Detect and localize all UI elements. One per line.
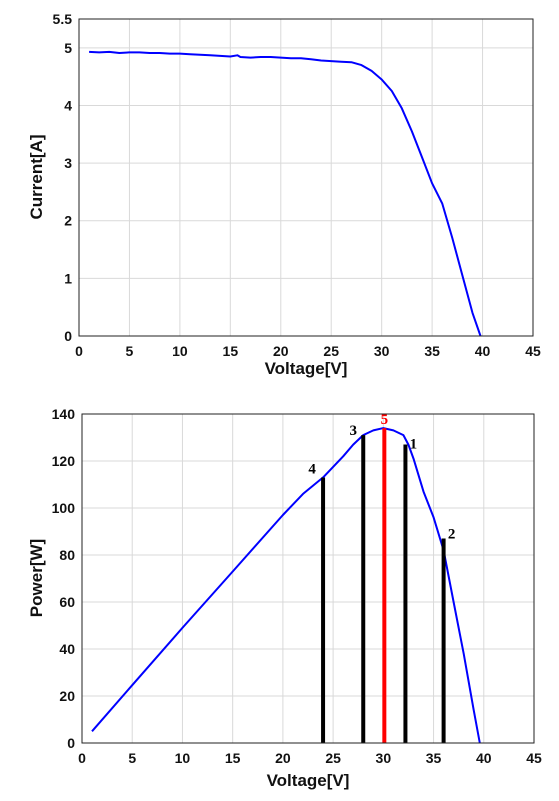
pv-x-tick-label: 5 bbox=[128, 750, 136, 766]
pv-x-tick-label: 15 bbox=[225, 750, 241, 766]
iv-x-tick-label: 15 bbox=[223, 343, 239, 359]
iv-y-tick-label: 5.5 bbox=[53, 11, 73, 27]
pv-marker-label-5: 5 bbox=[381, 412, 389, 428]
pv-x-ticks: 0 5 10 15 20 25 30 35 40 45 bbox=[78, 750, 542, 766]
iv-plot-frame bbox=[78, 18, 534, 337]
iv-y-tick-label: 5 bbox=[64, 40, 72, 56]
pv-y-tick-label: 140 bbox=[52, 406, 76, 422]
iv-y-tick-label: 0 bbox=[64, 328, 72, 344]
iv-series-line bbox=[89, 50, 482, 337]
iv-x-tick-label: 35 bbox=[424, 343, 440, 359]
iv-x-tick-label: 20 bbox=[273, 343, 289, 359]
pv-y-ticks: 0 20 40 60 80 100 120 140 bbox=[52, 406, 76, 751]
iv-y-tick-label: 2 bbox=[64, 213, 72, 229]
pv-y-tick-label: 0 bbox=[67, 735, 75, 751]
pv-plot-frame bbox=[81, 413, 535, 744]
pv-marker-label-4: 4 bbox=[308, 461, 316, 477]
iv-x-axis-label: Voltage[V] bbox=[265, 359, 348, 378]
pv-x-tick-label: 35 bbox=[426, 750, 442, 766]
pv-y-tick-label: 80 bbox=[59, 547, 75, 563]
iv-y-tick-label: 1 bbox=[64, 270, 72, 286]
pv-x-tick-label: 30 bbox=[376, 750, 392, 766]
iv-x-tick-label: 45 bbox=[525, 343, 541, 359]
pv-marker-label-3: 3 bbox=[349, 423, 357, 439]
pv-y-tick-label: 20 bbox=[59, 688, 75, 704]
pv-y-tick-label: 40 bbox=[59, 641, 75, 657]
iv-x-tick-label: 30 bbox=[374, 343, 390, 359]
iv-y-tick-label: 4 bbox=[64, 97, 72, 113]
iv-x-tick-label: 5 bbox=[126, 343, 134, 359]
pv-x-tick-label: 10 bbox=[175, 750, 191, 766]
pv-x-tick-label: 0 bbox=[78, 750, 86, 766]
iv-x-tick-label: 25 bbox=[323, 343, 339, 359]
pv-x-tick-label: 20 bbox=[275, 750, 291, 766]
iv-x-ticks: 0 5 10 15 20 25 30 35 40 45 bbox=[75, 343, 541, 359]
pv-y-tick-label: 120 bbox=[52, 453, 76, 469]
pv-markers: 1 2 3 4 5 bbox=[308, 412, 455, 743]
iv-x-tick-label: 0 bbox=[75, 343, 83, 359]
iv-y-axis-label: Current[A] bbox=[27, 135, 46, 220]
iv-x-tick-label: 40 bbox=[475, 343, 491, 359]
pv-y-tick-label: 100 bbox=[52, 500, 76, 516]
pv-y-tick-label: 60 bbox=[59, 594, 75, 610]
pv-x-tick-label: 25 bbox=[325, 750, 341, 766]
pv-y-axis-label: Power[W] bbox=[27, 539, 46, 617]
pv-marker-label-2: 2 bbox=[448, 527, 456, 543]
pv-marker-label-1: 1 bbox=[410, 437, 418, 453]
iv-x-tick-label: 10 bbox=[172, 343, 188, 359]
iv-series bbox=[89, 50, 482, 337]
pv-x-tick-label: 45 bbox=[526, 750, 542, 766]
pv-plot-area bbox=[82, 414, 534, 743]
pv-x-axis-label: Voltage[V] bbox=[267, 771, 350, 790]
pv-x-tick-label: 40 bbox=[476, 750, 492, 766]
iv-y-tick-label: 3 bbox=[64, 155, 72, 171]
iv-y-ticks: 0 1 2 3 4 5 5.5 bbox=[53, 11, 73, 344]
iv-plot-area bbox=[79, 19, 533, 336]
